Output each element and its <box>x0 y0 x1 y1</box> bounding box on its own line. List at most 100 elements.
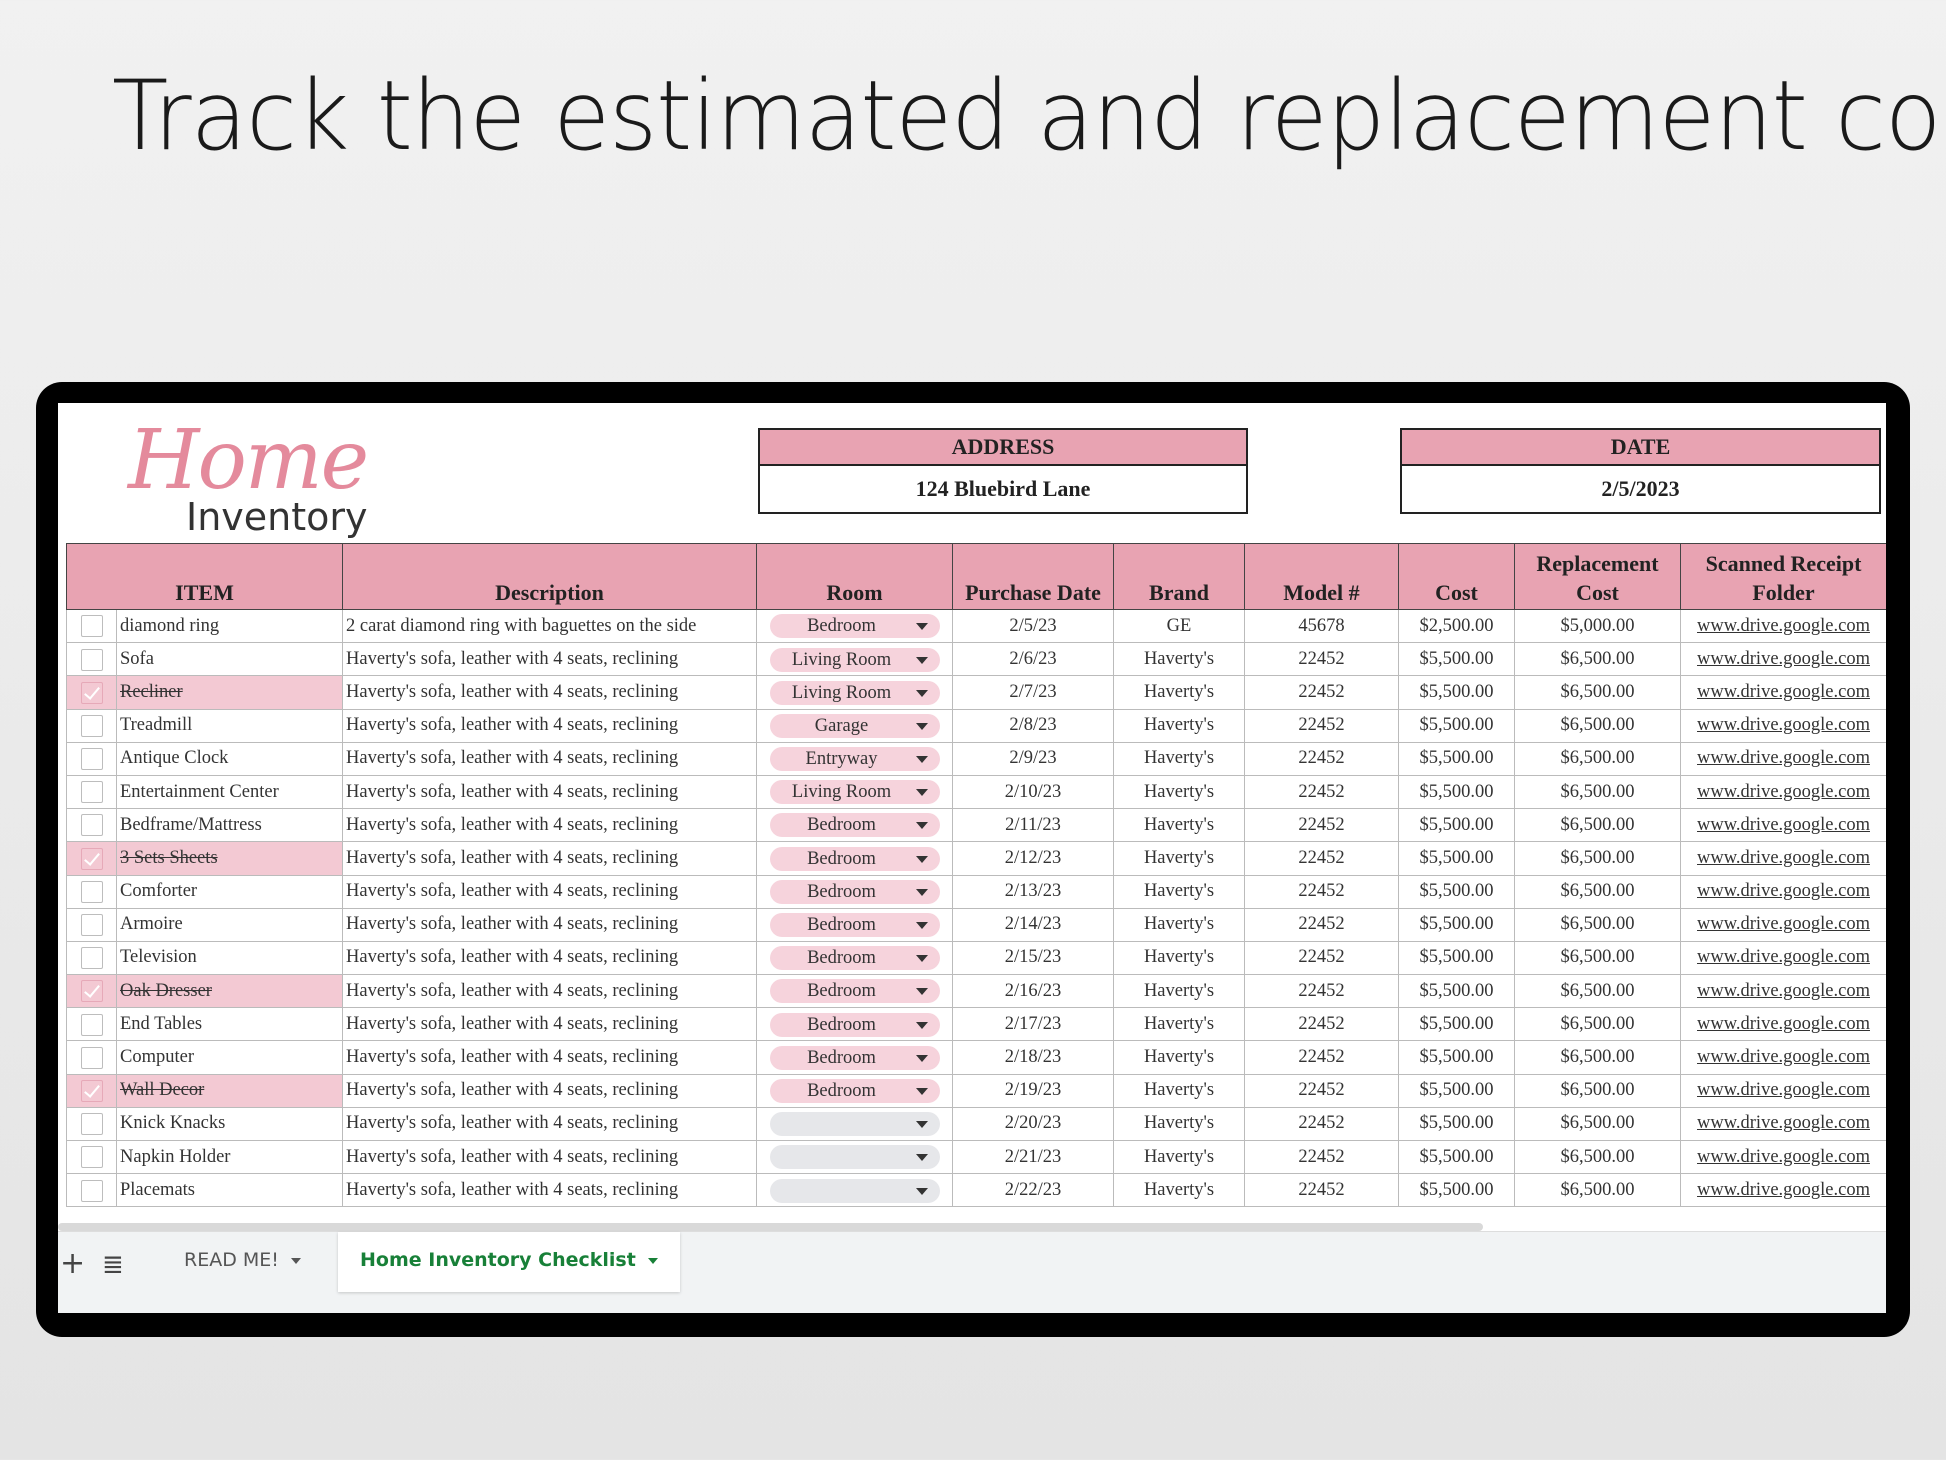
room-dropdown[interactable]: Bedroom <box>769 813 940 838</box>
row-checkbox[interactable] <box>80 748 103 771</box>
row-checkbox[interactable] <box>80 914 103 937</box>
receipt-link[interactable]: www.drive.google.com <box>1680 1173 1886 1208</box>
room-dropdown[interactable]: Living Room <box>769 680 940 705</box>
replacement-cost-cell[interactable]: $6,500.00 <box>1514 708 1681 743</box>
tab-home-inventory-checklist[interactable]: Home Inventory Checklist <box>338 1232 680 1292</box>
room-dropdown[interactable]: Bedroom <box>769 913 940 938</box>
model-cell[interactable]: 22452 <box>1244 741 1399 776</box>
room-dropdown[interactable]: Garage <box>769 713 940 738</box>
item-cell[interactable]: Knick Knacks <box>116 1106 343 1142</box>
room-dropdown[interactable]: Living Room <box>769 647 940 672</box>
replacement-cost-cell[interactable]: $6,500.00 <box>1514 907 1681 942</box>
item-cell[interactable]: Placemats <box>116 1173 343 1208</box>
room-dropdown[interactable]: Bedroom <box>769 879 940 904</box>
cost-cell[interactable]: $5,500.00 <box>1398 1106 1515 1142</box>
description-cell[interactable]: Haverty's sofa, leather with 4 seats, re… <box>342 1139 757 1175</box>
model-cell[interactable]: 22452 <box>1244 1173 1399 1208</box>
cost-cell[interactable]: $5,500.00 <box>1398 1073 1515 1108</box>
row-checkbox[interactable] <box>80 980 103 1003</box>
receipt-link[interactable]: www.drive.google.com <box>1680 940 1886 976</box>
room-dropdown[interactable]: Living Room <box>769 780 940 805</box>
col-header-cost[interactable]: Cost <box>1398 543 1515 610</box>
description-cell[interactable]: Haverty's sofa, leather with 4 seats, re… <box>342 1040 757 1075</box>
model-cell[interactable]: 22452 <box>1244 907 1399 942</box>
replacement-cost-cell[interactable]: $6,500.00 <box>1514 774 1681 810</box>
description-cell[interactable]: Haverty's sofa, leather with 4 seats, re… <box>342 1173 757 1208</box>
col-header-brand[interactable]: Brand <box>1113 543 1245 610</box>
row-checkbox[interactable] <box>80 648 103 671</box>
row-checkbox[interactable] <box>80 1013 103 1036</box>
cost-cell[interactable]: $5,500.00 <box>1398 874 1515 909</box>
room-dropdown[interactable]: Bedroom <box>769 979 940 1004</box>
brand-cell[interactable]: Haverty's <box>1113 1040 1245 1075</box>
item-cell[interactable]: Antique Clock <box>116 741 343 776</box>
brand-cell[interactable]: Haverty's <box>1113 1007 1245 1042</box>
brand-cell[interactable]: Haverty's <box>1113 708 1245 743</box>
item-cell[interactable]: Oak Dresser <box>116 974 343 1009</box>
col-header-item[interactable]: ITEM <box>66 543 343 610</box>
purchase-date-cell[interactable]: 2/13/23 <box>952 874 1114 909</box>
model-cell[interactable]: 22452 <box>1244 808 1399 843</box>
purchase-date-cell[interactable]: 2/7/23 <box>952 675 1114 710</box>
model-cell[interactable]: 22452 <box>1244 708 1399 743</box>
brand-cell[interactable]: Haverty's <box>1113 907 1245 942</box>
item-cell[interactable]: Television <box>116 940 343 976</box>
col-header-room[interactable]: Room <box>756 543 953 610</box>
add-sheet-icon[interactable]: + <box>60 1246 86 1281</box>
horizontal-scrollbar[interactable] <box>58 1223 1886 1231</box>
item-cell[interactable]: Sofa <box>116 642 343 677</box>
replacement-cost-cell[interactable]: $6,500.00 <box>1514 1007 1681 1042</box>
cost-cell[interactable]: $5,500.00 <box>1398 940 1515 976</box>
row-checkbox[interactable] <box>80 1179 103 1202</box>
purchase-date-cell[interactable]: 2/6/23 <box>952 642 1114 677</box>
row-checkbox[interactable] <box>80 847 103 870</box>
room-dropdown[interactable]: Bedroom <box>769 1045 940 1070</box>
room-dropdown[interactable]: Bedroom <box>769 846 940 871</box>
replacement-cost-cell[interactable]: $6,500.00 <box>1514 808 1681 843</box>
brand-cell[interactable]: Haverty's <box>1113 1139 1245 1175</box>
description-cell[interactable]: Haverty's sofa, leather with 4 seats, re… <box>342 841 757 876</box>
col-header-description[interactable]: Description <box>342 543 757 610</box>
row-checkbox[interactable] <box>80 681 103 704</box>
purchase-date-cell[interactable]: 2/16/23 <box>952 974 1114 1009</box>
receipt-link[interactable]: www.drive.google.com <box>1680 1007 1886 1042</box>
replacement-cost-cell[interactable]: $6,500.00 <box>1514 675 1681 710</box>
brand-cell[interactable]: Haverty's <box>1113 1106 1245 1142</box>
cost-cell[interactable]: $5,500.00 <box>1398 907 1515 942</box>
replacement-cost-cell[interactable]: $6,500.00 <box>1514 874 1681 909</box>
description-cell[interactable]: Haverty's sofa, leather with 4 seats, re… <box>342 708 757 743</box>
row-checkbox[interactable] <box>80 1046 103 1069</box>
model-cell[interactable]: 22452 <box>1244 1139 1399 1175</box>
chevron-down-icon[interactable] <box>290 1257 301 1264</box>
replacement-cost-cell[interactable]: $6,500.00 <box>1514 1073 1681 1108</box>
replacement-cost-cell[interactable]: $6,500.00 <box>1514 1040 1681 1075</box>
replacement-cost-cell[interactable]: $6,500.00 <box>1514 940 1681 976</box>
model-cell[interactable]: 22452 <box>1244 774 1399 810</box>
col-header-purchase-date[interactable]: Purchase Date <box>952 543 1114 610</box>
cost-cell[interactable]: $5,500.00 <box>1398 1007 1515 1042</box>
cost-cell[interactable]: $5,500.00 <box>1398 675 1515 710</box>
row-checkbox[interactable] <box>80 1146 103 1169</box>
room-dropdown[interactable] <box>769 1178 940 1203</box>
row-checkbox[interactable] <box>80 1113 103 1136</box>
receipt-link[interactable]: www.drive.google.com <box>1680 1139 1886 1175</box>
replacement-cost-cell[interactable]: $6,500.00 <box>1514 841 1681 876</box>
model-cell[interactable]: 22452 <box>1244 874 1399 909</box>
receipt-link[interactable]: www.drive.google.com <box>1680 841 1886 876</box>
brand-cell[interactable]: GE <box>1113 608 1245 644</box>
item-cell[interactable]: Bedframe/Mattress <box>116 808 343 843</box>
description-cell[interactable]: Haverty's sofa, leather with 4 seats, re… <box>342 907 757 942</box>
model-cell[interactable]: 22452 <box>1244 841 1399 876</box>
purchase-date-cell[interactable]: 2/11/23 <box>952 808 1114 843</box>
row-checkbox[interactable] <box>80 781 103 804</box>
cost-cell[interactable]: $5,500.00 <box>1398 741 1515 776</box>
chevron-down-icon[interactable] <box>647 1257 658 1264</box>
cost-cell[interactable]: $5,500.00 <box>1398 1040 1515 1075</box>
item-cell[interactable]: Wall Decor <box>116 1073 343 1108</box>
purchase-date-cell[interactable]: 2/18/23 <box>952 1040 1114 1075</box>
purchase-date-cell[interactable]: 2/15/23 <box>952 940 1114 976</box>
col-header-receipt-folder[interactable]: Scanned Receipt Folder <box>1680 543 1886 610</box>
cost-cell[interactable]: $5,500.00 <box>1398 841 1515 876</box>
receipt-link[interactable]: www.drive.google.com <box>1680 808 1886 843</box>
cost-cell[interactable]: $5,500.00 <box>1398 708 1515 743</box>
